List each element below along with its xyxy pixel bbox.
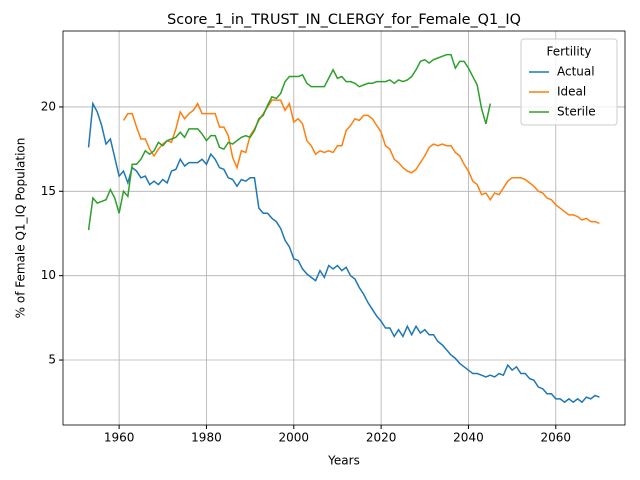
y-axis-label: % of Female Q1_IQ Population xyxy=(14,138,28,319)
legend-label: Ideal xyxy=(557,85,586,99)
legend-label: Actual xyxy=(557,65,595,79)
x-axis-label: Years xyxy=(327,454,360,468)
legend-box xyxy=(520,38,618,126)
legend-label: Sterile xyxy=(557,105,596,119)
y-tick-label: 10 xyxy=(41,268,56,282)
x-tick-label: 2040 xyxy=(453,431,484,445)
x-tick-label: 2060 xyxy=(541,431,572,445)
x-tick-label: 1960 xyxy=(104,431,135,445)
x-tick-label: 1980 xyxy=(191,431,222,445)
x-tick-label: 2000 xyxy=(279,431,310,445)
data-line xyxy=(87,53,492,231)
data-line xyxy=(87,100,600,404)
chart-title: Score_1_in_TRUST_IN_CLERGY_for_Female_Q1… xyxy=(167,12,521,28)
data-line xyxy=(122,99,600,225)
y-tick-label: 15 xyxy=(41,184,56,198)
legend: Fertility Actual Ideal Sterile xyxy=(520,38,618,126)
y-tick-label: 20 xyxy=(41,99,56,113)
y-tick-label: 5 xyxy=(48,353,56,367)
plot-frame xyxy=(62,30,626,426)
x-tick-label: 2020 xyxy=(366,431,397,445)
legend-title: Fertility xyxy=(546,45,591,59)
